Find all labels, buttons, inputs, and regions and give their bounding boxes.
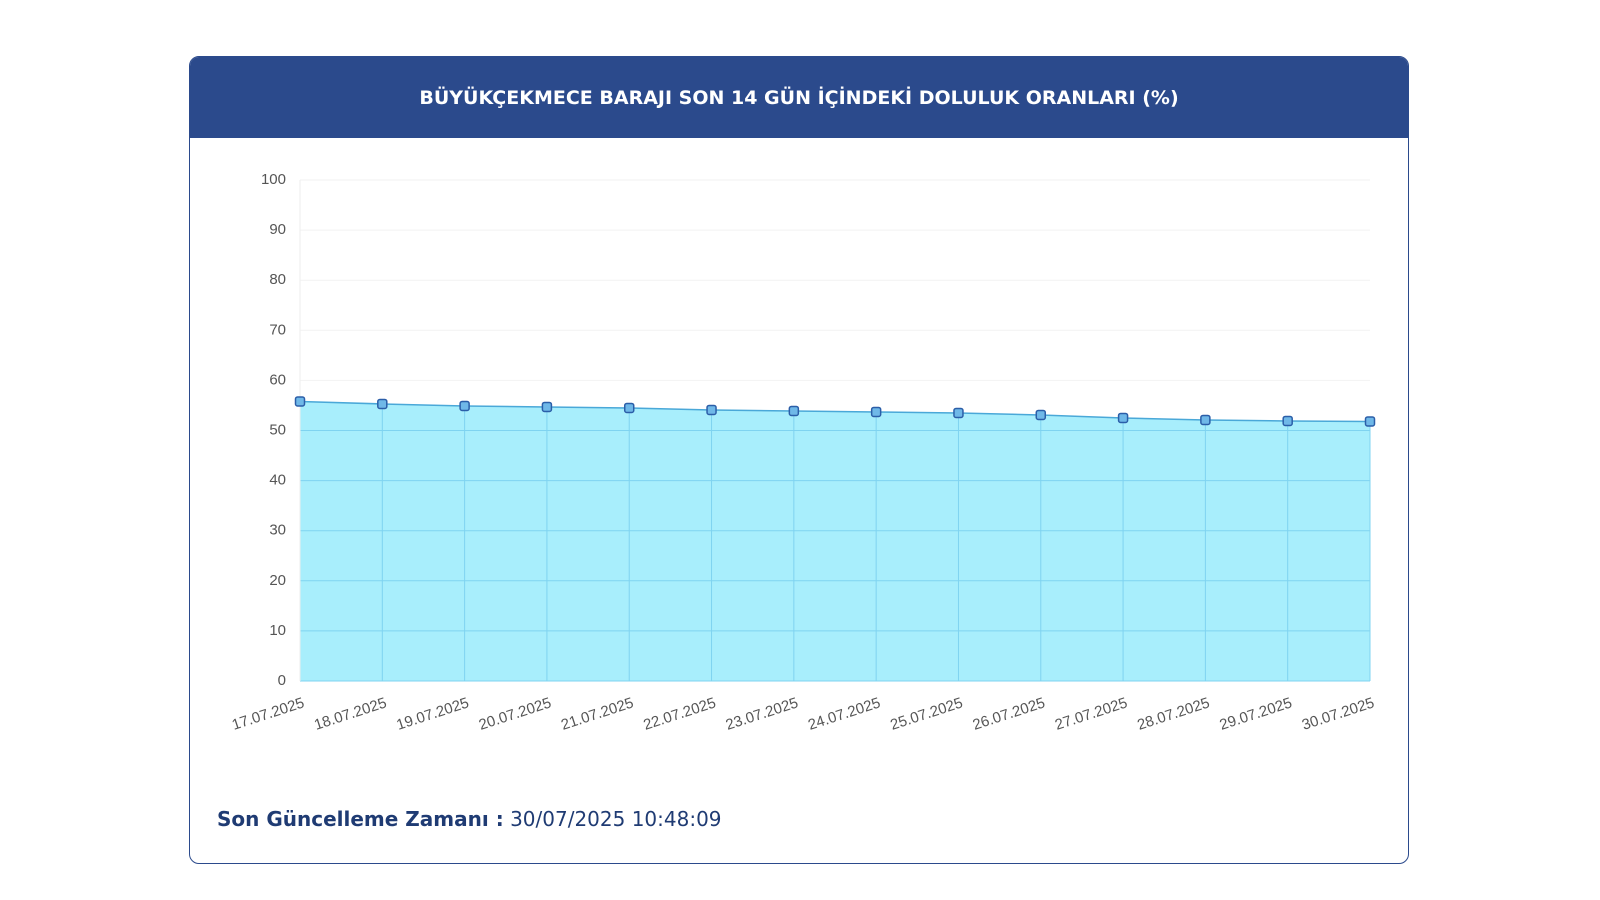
area — [300, 401, 1370, 681]
y-tick-label: 50 — [269, 421, 286, 438]
marker — [1035, 409, 1047, 421]
y-tick-label: 10 — [269, 622, 286, 639]
marker — [377, 398, 388, 410]
x-tick-label: 27.07.2025 — [1053, 694, 1130, 733]
marker — [459, 400, 470, 412]
y-tick-label: 0 — [278, 672, 286, 689]
marker — [1117, 412, 1129, 424]
x-tick-label: 24.07.2025 — [806, 694, 883, 733]
line — [299, 400, 1371, 423]
x-tick-label: 22.07.2025 — [641, 694, 718, 733]
x-tick-label: 26.07.2025 — [971, 694, 1048, 733]
marker — [788, 405, 800, 417]
x-tick-label: 20.07.2025 — [477, 694, 554, 733]
x-tick-label: 19.07.2025 — [394, 694, 471, 733]
chart-title: BÜYÜKÇEKMECE BARAJI SON 14 GÜN İÇİNDEKİ … — [190, 57, 1408, 138]
chart-card: BÜYÜKÇEKMECE BARAJI SON 14 GÜN İÇİNDEKİ … — [189, 56, 1409, 864]
marker — [706, 404, 717, 416]
y-tick-label: 60 — [269, 371, 286, 388]
footer: Son Güncelleme Zamanı : 30/07/2025 10:48… — [217, 807, 722, 831]
marker — [623, 402, 635, 414]
marker — [294, 396, 306, 407]
y-tick-label: 20 — [269, 572, 286, 589]
x-tick-label: 28.07.2025 — [1135, 694, 1212, 733]
x-tick-label: 18.07.2025 — [312, 694, 389, 733]
y-tick-label: 70 — [269, 321, 286, 338]
chart: 0 10 20 30 40 50 60 70 80 90 100 17.07.2025 18.07.20… — [230, 171, 1377, 734]
y-tick-label: 80 — [269, 271, 286, 288]
y-tick-label: 90 — [269, 221, 286, 238]
y-tick-label: 40 — [269, 472, 286, 489]
y-tick-label: 30 — [269, 522, 286, 539]
update-time: 30/07/2025 10:48:09 — [510, 807, 722, 831]
x-tick-label: 17.07.2025 — [230, 694, 307, 733]
marker — [870, 406, 882, 418]
marker — [953, 407, 964, 419]
x-tick-label: 23.07.2025 — [724, 694, 801, 733]
marker — [1200, 414, 1211, 426]
x-tick-label: 30.07.2025 — [1300, 694, 1377, 733]
marker — [1282, 415, 1293, 427]
x-tick-label: 21.07.2025 — [559, 694, 636, 733]
update-label: Son Güncelleme Zamanı : — [217, 807, 504, 831]
x-tick-label: 29.07.2025 — [1217, 694, 1294, 733]
y-tick-label: 100 — [261, 171, 286, 188]
x-tick-label: 25.07.2025 — [888, 694, 965, 733]
marker — [541, 401, 553, 413]
marker — [1364, 416, 1376, 427]
